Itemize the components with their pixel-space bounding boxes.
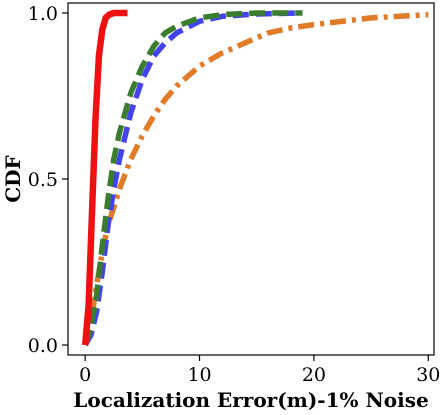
x-tick-label: 30 (416, 364, 440, 386)
series-line-3 (82, 10, 303, 346)
series-line-1 (81, 9, 128, 346)
series-line-2 (82, 10, 303, 347)
ticks-layer: 0 10 20 30 0.0 0.5 1.0 (28, 3, 441, 386)
y-tick-label: 0.0 (28, 335, 58, 357)
series-line-4 (82, 11, 429, 346)
x-tick-label: 10 (187, 364, 211, 386)
series-layer (81, 9, 429, 347)
y-axis-label: CDF (1, 155, 25, 202)
y-tick-label: 0.5 (28, 169, 58, 191)
x-tick-label: 20 (302, 364, 326, 386)
y-tick-label: 1.0 (28, 3, 58, 25)
x-axis-label: Localization Error(m)-1% Noise (73, 388, 428, 412)
x-tick-label: 0 (79, 364, 91, 386)
